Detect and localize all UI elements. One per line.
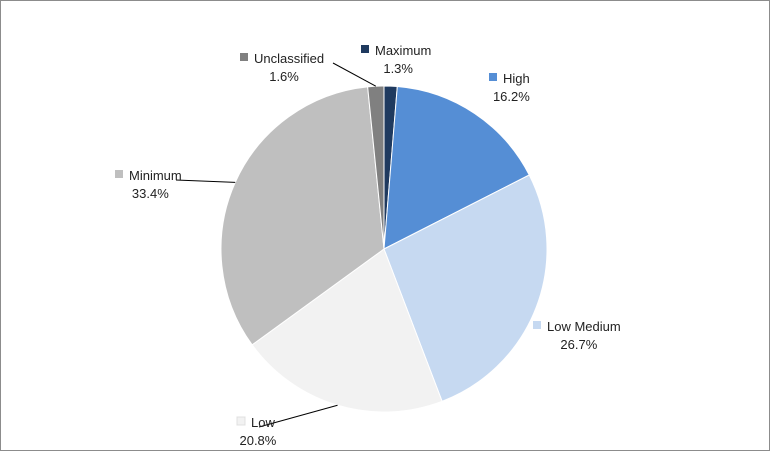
label-key-maximum bbox=[361, 45, 369, 53]
leader-line-low bbox=[258, 404, 338, 428]
slice-label-low: Low bbox=[251, 415, 275, 430]
label-key-high bbox=[489, 73, 497, 81]
slice-label-high: High bbox=[503, 71, 530, 86]
slice-value-maximum: 1.3% bbox=[383, 61, 413, 76]
slice-value-high: 16.2% bbox=[493, 89, 530, 104]
slice-label-low-medium: Low Medium bbox=[547, 319, 621, 334]
slice-label-minimum: Minimum bbox=[129, 168, 182, 183]
pie-slice-low-medium bbox=[383, 174, 548, 402]
label-key-unclassified bbox=[240, 53, 248, 61]
slice-label-unclassified: Unclassified bbox=[254, 51, 324, 66]
pie-slice-high bbox=[383, 86, 530, 250]
label-key-minimum bbox=[115, 170, 123, 178]
label-key-low-medium bbox=[533, 321, 541, 329]
leader-line-minimum bbox=[175, 179, 236, 183]
slice-value-low: 20.8% bbox=[239, 433, 276, 448]
slice-label-maximum: Maximum bbox=[375, 43, 431, 58]
pie-slice-low bbox=[251, 248, 443, 413]
slice-value-low-medium: 26.7% bbox=[560, 337, 597, 352]
leader-line-unclassified bbox=[332, 62, 377, 87]
slice-value-minimum: 33.4% bbox=[132, 186, 169, 201]
slice-value-unclassified: 1.6% bbox=[269, 69, 299, 84]
pie-slice-minimum bbox=[220, 86, 385, 346]
label-key-low bbox=[236, 416, 246, 426]
